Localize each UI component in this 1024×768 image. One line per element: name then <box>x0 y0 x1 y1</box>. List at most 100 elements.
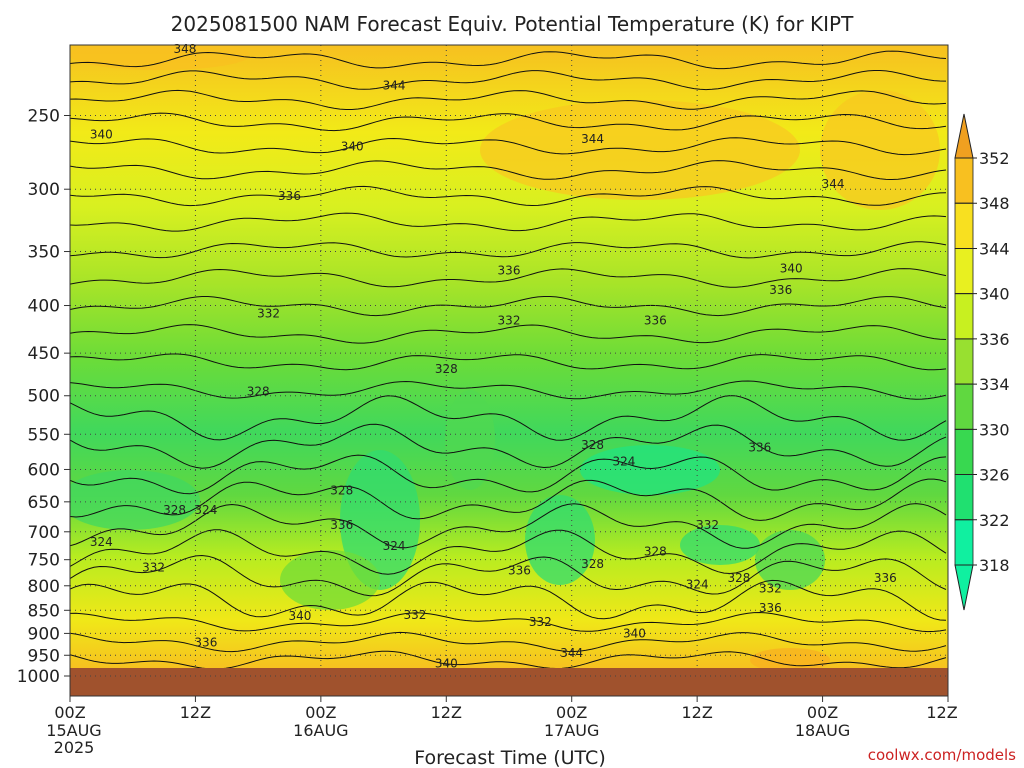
contour-label: 340 <box>90 127 113 141</box>
contour-label: 336 <box>194 635 217 649</box>
field-patch <box>70 470 200 530</box>
colorbar-label: 340 <box>979 285 1010 304</box>
x-tick-date-label: 18AUG <box>795 721 850 740</box>
contour-label: 336 <box>759 601 782 615</box>
y-tick-label: 900 <box>28 624 60 644</box>
contour-line <box>70 185 947 207</box>
contour-label: 336 <box>769 283 792 297</box>
x-tick-label: 12Z <box>926 703 957 722</box>
contour-label: 332 <box>257 307 280 321</box>
contour-label: 340 <box>288 609 311 623</box>
contour-label: 336 <box>508 563 531 577</box>
contour-line <box>70 137 947 156</box>
contour-label: 324 <box>613 454 636 468</box>
contour-line <box>70 70 947 91</box>
colorbar-label: 322 <box>979 511 1010 530</box>
field-patch <box>750 648 830 670</box>
contour-label: 340 <box>623 626 646 640</box>
colorbar-segment <box>954 338 974 385</box>
contour-line <box>70 241 947 259</box>
contour-label: 332 <box>403 608 426 622</box>
y-axis: 250 300 350 400 450 500 550 600 650 700 750 800 850 9… <box>17 106 70 687</box>
y-tick-label: 500 <box>28 387 60 407</box>
x-tick-label: 12Z <box>681 703 712 722</box>
contour-label: 324 <box>686 577 709 591</box>
field-patch <box>280 550 380 610</box>
y-tick-label: 950 <box>28 646 60 666</box>
contour-label: 324 <box>90 535 113 549</box>
colorbar-segment <box>954 383 974 430</box>
y-tick-label: 300 <box>28 180 60 200</box>
ground-strip <box>70 668 948 696</box>
colorbar-segment <box>954 293 974 340</box>
contour-label: 332 <box>759 581 782 595</box>
field-patch <box>70 45 250 70</box>
colorbar-segment <box>954 157 974 204</box>
contour-label: 332 <box>498 313 521 327</box>
contour-label: 328 <box>581 438 604 452</box>
y-tick-label: 450 <box>28 344 60 364</box>
colorbar-segment <box>954 428 974 475</box>
colorbar-segment <box>954 202 974 249</box>
field-patch <box>580 445 720 495</box>
credit-text: coolwx.com/models <box>868 746 1016 764</box>
y-tick-label: 850 <box>28 601 60 621</box>
contour-label: 340 <box>341 140 364 154</box>
contour-label: 328 <box>727 571 750 585</box>
colorbar-label: 336 <box>979 330 1010 349</box>
field-patch <box>525 495 595 585</box>
contour-label: 336 <box>644 313 667 327</box>
contour-line <box>70 529 947 575</box>
contour-label: 344 <box>581 132 604 146</box>
contour-labels: 348 344 340 340 344 336 344 336 340 336 332 332 336 3… <box>90 42 897 671</box>
contour-label: 324 <box>383 539 406 553</box>
contour-line <box>70 503 947 549</box>
colorbar-label: 344 <box>979 239 1010 258</box>
contour-label: 336 <box>748 440 771 454</box>
plot-area <box>70 45 948 670</box>
contour-line <box>70 454 947 495</box>
contour-line <box>70 554 947 597</box>
colorbar-label: 348 <box>979 194 1010 213</box>
contour-line <box>70 296 947 317</box>
x-tick-date-label: 17AUG <box>544 721 599 740</box>
field-patch <box>680 525 760 565</box>
contour-lines <box>70 50 947 670</box>
colorbar-segment <box>954 519 974 566</box>
field-patch <box>340 450 420 590</box>
colorbar-label: 334 <box>979 375 1010 394</box>
y-tick-label: 800 <box>28 577 60 597</box>
field-patch <box>820 90 940 210</box>
contour-line <box>70 478 947 521</box>
contour-label: 348 <box>174 42 197 56</box>
contour-label: 328 <box>581 557 604 571</box>
colorbar-label: 330 <box>979 420 1010 439</box>
contour-line <box>70 395 947 441</box>
x-tick-date-label: 15AUG <box>46 721 101 740</box>
contour-label: 328 <box>330 483 353 497</box>
y-tick-label: 550 <box>28 425 60 445</box>
contour-label: 332 <box>142 561 165 575</box>
contour-line <box>70 324 947 344</box>
contour-line <box>70 631 947 653</box>
y-tick-label: 650 <box>28 493 60 513</box>
contour-label: 344 <box>383 78 406 92</box>
contour-label: 328 <box>247 385 270 399</box>
contour-line <box>70 579 947 621</box>
x-tick-date-label: 2025 <box>54 738 95 757</box>
contour-line <box>70 611 947 633</box>
y-tick-label: 700 <box>28 523 60 543</box>
contour-label: 328 <box>435 362 458 376</box>
x-tick-label: 00Z <box>556 703 587 722</box>
contour-label: 328 <box>163 503 186 517</box>
colorbar-label: 352 <box>979 149 1010 168</box>
x-tick-label: 00Z <box>54 703 85 722</box>
colorbar-label: 318 <box>979 556 1010 575</box>
x-tick-label: 00Z <box>807 703 838 722</box>
y-tick-label: 350 <box>28 243 60 263</box>
y-tick-label: 250 <box>28 106 60 126</box>
contour-label: 344 <box>822 177 845 191</box>
contour-line <box>70 268 947 288</box>
